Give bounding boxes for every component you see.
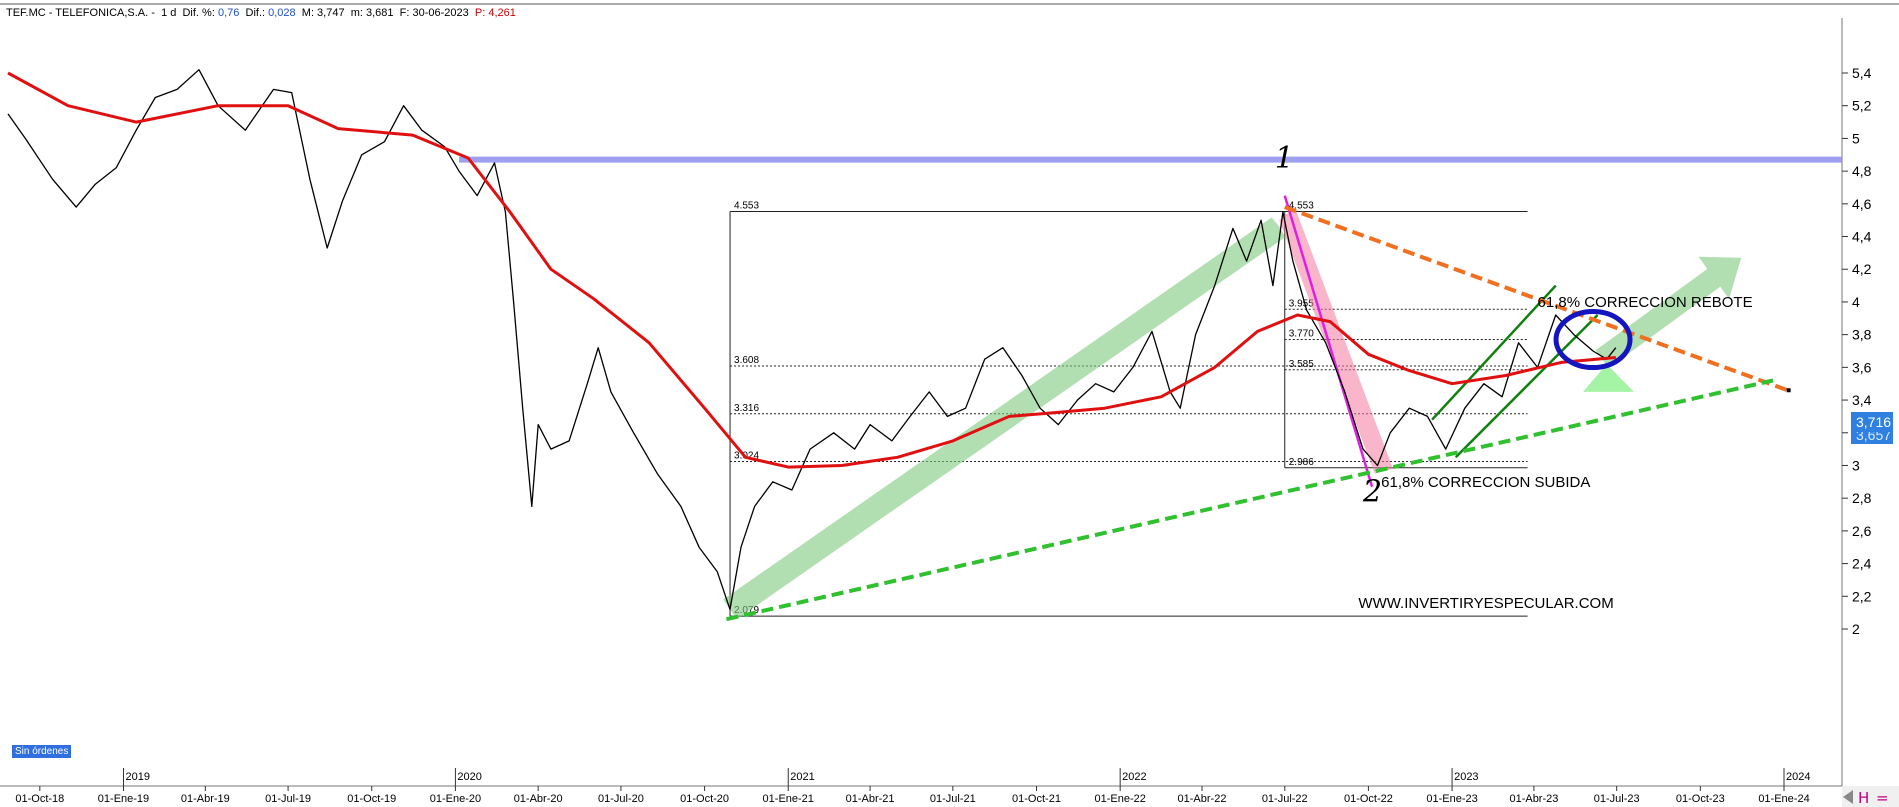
fib-right-level-label: 2.986 xyxy=(1289,457,1314,468)
fib-right-level-label: 4.553 xyxy=(1289,201,1314,212)
fib-left-level-label: 3.024 xyxy=(734,451,759,462)
x-tick-label: 01-Abr-22 xyxy=(1178,793,1227,805)
x-tick-label: 01-Ene-19 xyxy=(98,793,149,805)
annotation-label: 61,8% CORRECCION SUBIDA xyxy=(1381,474,1590,491)
x-tick-label: 01-Abr-20 xyxy=(514,793,563,805)
y-tick-label: 4,6 xyxy=(1852,196,1872,212)
dif-pct-label: Dif. %: xyxy=(182,7,215,19)
support-triangle xyxy=(1583,364,1634,392)
annotation-label: WWW.INVERTIRYESPECULAR.COM xyxy=(1358,595,1613,612)
x-tick-label: 01-Ene-22 xyxy=(1094,793,1145,805)
x-tick-label: 01-Ene-24 xyxy=(1758,793,1809,805)
x-tick-label: 01-Oct-18 xyxy=(15,793,64,805)
dif-label: Dif.: xyxy=(245,7,266,19)
x-tick-label: 01-Abr-21 xyxy=(846,793,895,805)
x-axis-ticks: 01-Oct-18 01-Ene-19 01-Abr-19 01-Jul-19 01-O… xyxy=(15,768,1810,805)
y-tick-label: 2,8 xyxy=(1852,490,1872,506)
y-tick-label: 2,4 xyxy=(1852,556,1872,572)
y-tick-label: 4,4 xyxy=(1852,229,1872,245)
highlight-circle xyxy=(1553,309,1633,371)
trendline-end-point xyxy=(1786,388,1791,393)
year-tick-label: 2020 xyxy=(457,771,481,783)
x-tick-label: 01-Ene-23 xyxy=(1426,793,1477,805)
orders-badge[interactable]: Sin órdenes xyxy=(12,745,72,758)
year-tick-label: 2021 xyxy=(790,771,814,783)
x-tick-label: 01-Ene-21 xyxy=(763,793,814,805)
wave-mark-label: 2 xyxy=(1362,474,1382,509)
chart-header: TEF.MC - TELEFONICA,S.A. - 1 d Dif. %: 0… xyxy=(6,7,516,19)
date-label: F: 30-06-2023 xyxy=(399,7,469,19)
x-tick-label: 01-Abr-23 xyxy=(1509,793,1558,805)
x-tick-label: 01-Jul-22 xyxy=(1262,793,1308,805)
y-tick-label: 2,2 xyxy=(1852,588,1872,604)
y-tick-label: 2 xyxy=(1852,621,1860,637)
x-tick-label: 01-Oct-20 xyxy=(680,793,729,805)
x-tick-label: 01-Jul-19 xyxy=(265,793,311,805)
y-tick-label: 3,4 xyxy=(1852,392,1872,408)
y-tick-label: 2,6 xyxy=(1852,523,1872,539)
current-price-tag: 3,657 3,716 xyxy=(1851,412,1893,444)
moving-average-line xyxy=(7,71,1616,469)
y-tick-label: 4,2 xyxy=(1852,261,1872,277)
x-tick-label: 01-Jul-21 xyxy=(930,793,976,805)
chart-series xyxy=(7,69,1617,611)
fib-right-level-label: 3.770 xyxy=(1289,329,1314,340)
y-tick-label: 5 xyxy=(1852,130,1860,146)
y-axis-ticks: 5,45,254,84,64,44,243,83,63,43,232,82,62… xyxy=(1842,65,1872,637)
y-tick-label: 3,6 xyxy=(1852,359,1872,375)
x-tick-label: 01-Oct-21 xyxy=(1012,793,1061,805)
x-tick-label: 01-Ene-20 xyxy=(430,793,481,805)
correction-line xyxy=(1283,195,1374,488)
x-tick-label: 01-Jul-23 xyxy=(1594,793,1640,805)
annotation-label: 61,8% CORRECCION REBOTE xyxy=(1538,294,1753,311)
min-label: m: 3,681 xyxy=(350,7,394,19)
year-tick-label: 2024 xyxy=(1786,771,1810,783)
y-tick-label: 4,8 xyxy=(1852,163,1872,179)
price-series-line xyxy=(7,69,1617,611)
y-tick-label: 5,4 xyxy=(1852,65,1872,81)
max-label: M: 3,747 xyxy=(301,7,345,19)
x-tick-label: 01-Oct-19 xyxy=(347,793,396,805)
x-tick-label: 01-Oct-22 xyxy=(1344,793,1393,805)
scroll-left-icon[interactable] xyxy=(1843,790,1853,804)
price-tag-text: 3,716 xyxy=(1856,414,1891,430)
scroll-controls[interactable]: H = xyxy=(1842,786,1899,807)
y-tick-label: 3,8 xyxy=(1852,327,1872,343)
symbol-label: TEF.MC - TELEFONICA,S.A. - xyxy=(6,7,155,19)
fib-left-level-label: 3.608 xyxy=(734,355,759,366)
y-tick-label: 4 xyxy=(1852,294,1860,310)
x-tick-label: 01-Oct-23 xyxy=(1676,793,1725,805)
year-tick-label: 2023 xyxy=(1454,771,1478,783)
wave-mark-label: 1 xyxy=(1275,141,1294,176)
dif-pct-value: 0,76 xyxy=(217,7,240,19)
interval-label: 1 d xyxy=(161,7,177,19)
y-tick-label: 5,2 xyxy=(1852,98,1872,114)
x-tick-label: 01-Abr-19 xyxy=(181,793,230,805)
year-tick-label: 2019 xyxy=(125,771,149,783)
fib-left-level-label: 4.553 xyxy=(734,201,759,212)
dif-value: 0,028 xyxy=(268,7,296,19)
fib-left-level-label: 3.316 xyxy=(734,403,759,414)
year-tick-label: 2022 xyxy=(1122,771,1146,783)
y-tick-label: 3 xyxy=(1852,457,1860,473)
channel-upper xyxy=(1431,284,1557,421)
fib-right-level-label: 3.955 xyxy=(1289,298,1314,309)
x-tick-label: 01-Jul-20 xyxy=(598,793,644,805)
zoom-out-icon[interactable]: = xyxy=(1876,789,1889,807)
price-label: P: 4,261 xyxy=(474,7,516,19)
chart-annotations: 61,8% CORRECCION REBOTE 61,8% CORRECCION … xyxy=(1275,141,1753,612)
fib-right-level-label: 3.585 xyxy=(1289,359,1314,370)
channel-lower xyxy=(1454,314,1599,459)
zoom-icon[interactable]: H xyxy=(1858,789,1869,807)
